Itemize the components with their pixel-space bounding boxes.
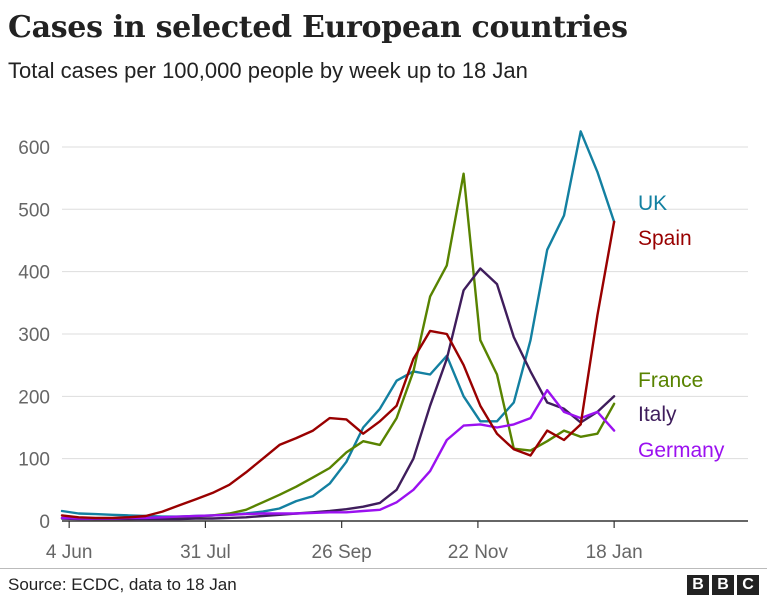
series-line-france <box>60 172 616 521</box>
logo-letter-c: C <box>737 575 759 595</box>
y-tick-label-400: 400 <box>18 263 50 284</box>
series-line-spain <box>60 220 616 520</box>
series-line-germany <box>60 388 616 520</box>
chart-subtitle: Total cases per 100,000 people by week u… <box>8 58 528 83</box>
x-tick-label-3: 22 Nov <box>448 542 509 563</box>
source-note: Source: ECDC, data to 18 Jan <box>8 575 237 594</box>
series-label-italy: Italy <box>638 403 677 426</box>
y-tick-label-500: 500 <box>18 200 50 221</box>
series-line-uk <box>60 130 616 518</box>
x-tick-label-2: 26 Sep <box>312 542 372 563</box>
series-lines <box>60 130 616 521</box>
y-tick-label-300: 300 <box>18 325 50 346</box>
x-tick-label-4: 18 Jan <box>586 542 643 563</box>
series-label-france: France <box>638 369 703 392</box>
y-axis-ticks: 0 100 200 300 400 500 600 <box>18 138 50 533</box>
y-tick-label-0: 0 <box>39 512 50 533</box>
y-tick-label-600: 600 <box>18 138 50 159</box>
chart-title: Cases in selected European countries <box>8 10 628 45</box>
x-tick-label-1: 31 Jul <box>180 542 231 563</box>
y-tick-label-200: 200 <box>18 387 50 408</box>
series-label-uk: UK <box>638 192 667 215</box>
x-axis-ticks: 4 Jun 31 Jul 26 Sep 22 Nov 18 Jan <box>46 521 643 563</box>
bbc-logo: B B C <box>687 575 759 595</box>
x-tick-label-0: 4 Jun <box>46 542 92 563</box>
series-label-spain: Spain <box>638 227 692 250</box>
series-labels: UK Spain France Italy Germany <box>638 192 725 462</box>
line-chart: 0 100 200 300 400 500 600 4 Jun 31 Jul 26 Sep 22 … <box>18 130 748 563</box>
y-tick-label-100: 100 <box>18 450 50 471</box>
series-line-italy <box>60 267 616 521</box>
series-label-germany: Germany <box>638 439 725 462</box>
footer-divider <box>0 568 767 569</box>
logo-letter-b1: B <box>687 575 709 595</box>
logo-letter-b2: B <box>712 575 734 595</box>
